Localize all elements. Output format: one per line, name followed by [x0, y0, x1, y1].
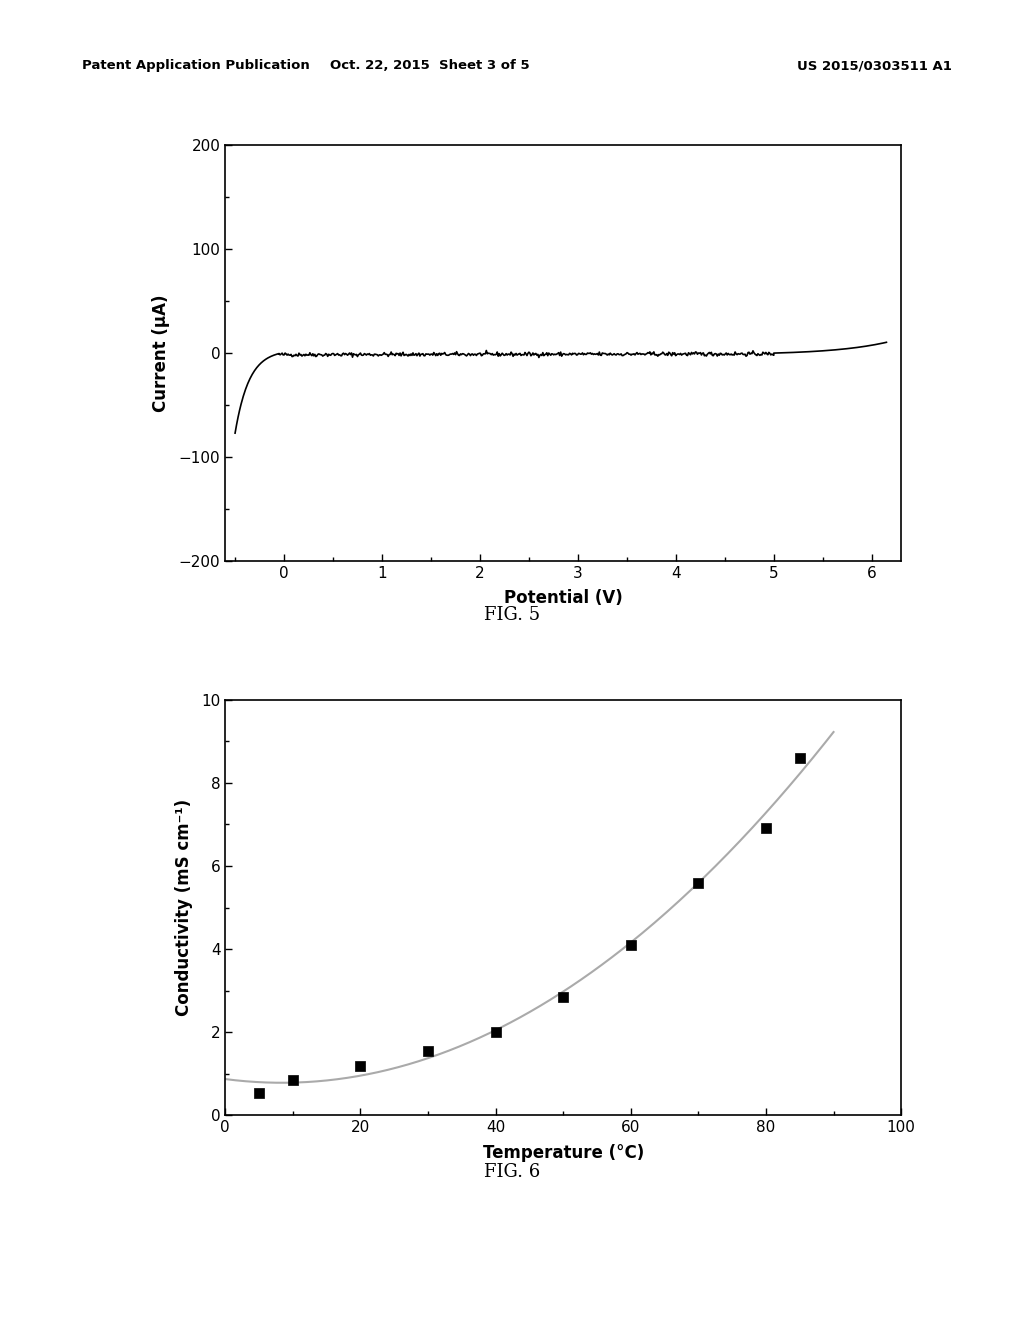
Point — [251, 1082, 267, 1104]
Text: US 2015/0303511 A1: US 2015/0303511 A1 — [798, 59, 952, 73]
Point — [352, 1055, 369, 1076]
Text: Oct. 22, 2015  Sheet 3 of 5: Oct. 22, 2015 Sheet 3 of 5 — [331, 59, 529, 73]
Point — [487, 1022, 504, 1043]
Point — [623, 935, 639, 956]
Text: Patent Application Publication: Patent Application Publication — [82, 59, 309, 73]
X-axis label: Temperature (°C): Temperature (°C) — [482, 1143, 644, 1162]
Point — [690, 873, 707, 894]
X-axis label: Potential (V): Potential (V) — [504, 589, 623, 607]
Point — [420, 1040, 436, 1061]
Y-axis label: Current (μA): Current (μA) — [153, 294, 170, 412]
Point — [792, 747, 808, 768]
Text: FIG. 5: FIG. 5 — [484, 606, 540, 624]
Point — [758, 818, 774, 840]
Y-axis label: Conductivity (mS cm⁻¹): Conductivity (mS cm⁻¹) — [175, 799, 193, 1016]
Point — [555, 986, 571, 1007]
Point — [285, 1069, 301, 1090]
Text: FIG. 6: FIG. 6 — [484, 1163, 540, 1181]
